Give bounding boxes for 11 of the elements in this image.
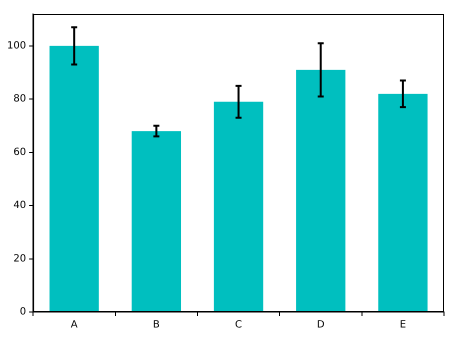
y-tick-label: 60 — [13, 146, 26, 158]
y-tick-label: 100 — [6, 40, 26, 52]
y-tick-label: 40 — [13, 200, 26, 212]
y-tick-label: 80 — [13, 94, 26, 105]
x-tick-label: C — [235, 320, 242, 331]
x-tick-label: A — [70, 320, 78, 331]
x-tick-label: B — [152, 320, 160, 331]
y-tick-label: 20 — [13, 253, 26, 264]
x-tick-label: E — [400, 320, 406, 331]
x-tick-label: D — [316, 320, 325, 331]
y-tick-label: 0 — [20, 306, 26, 318]
